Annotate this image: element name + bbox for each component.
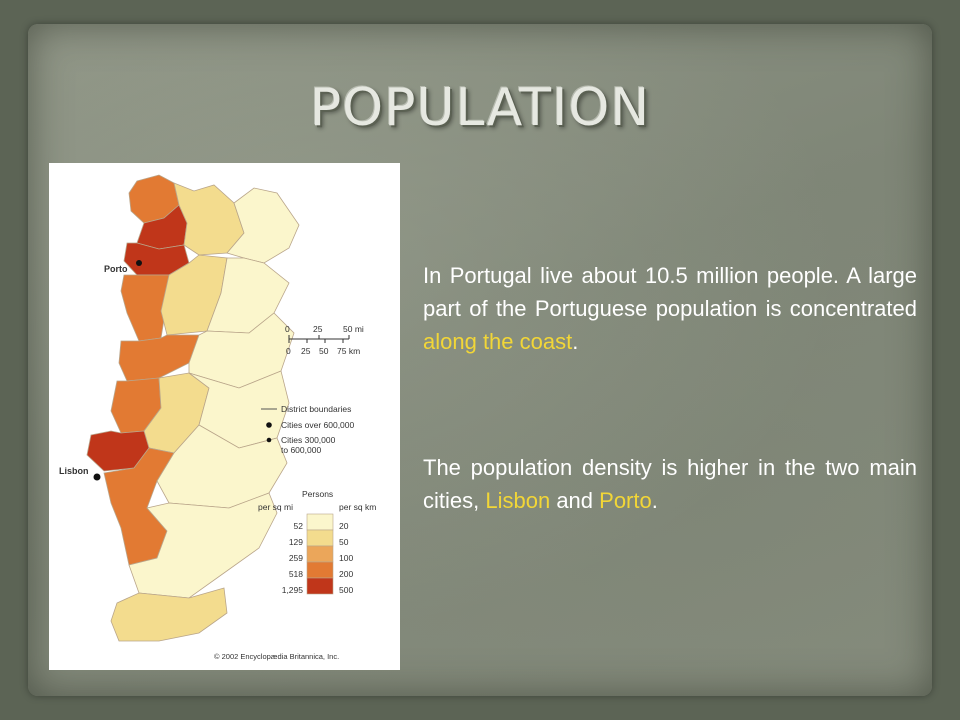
highlight-lisbon: Lisbon (485, 488, 551, 513)
scale-km-75: 75 km (337, 346, 360, 356)
legend-cities-range-1: Cities 300,000 (281, 435, 336, 445)
highlight-porto: Porto (599, 488, 652, 513)
highlight-along-the-coast: along the coast (423, 329, 573, 354)
district-braganca-east (226, 187, 300, 264)
district-evora (156, 424, 288, 509)
porto-label: Porto (104, 264, 128, 274)
legend-swatch (306, 545, 334, 563)
paragraph-density-middle: and (550, 488, 600, 513)
legend-value-per-sq-mi: 1,295 (282, 585, 304, 595)
legend-swatch (306, 561, 334, 579)
legend-district-boundaries: District boundaries (281, 404, 351, 414)
legend-swatch (306, 577, 334, 595)
scale-mi-25: 25 (313, 324, 323, 334)
scale-km-25: 25 (301, 346, 311, 356)
legend-value-per-sq-mi: 129 (289, 537, 303, 547)
map-legend: District boundaries Cities over 600,000 … (258, 404, 376, 595)
scale-km-50: 50 (319, 346, 329, 356)
scale-bar: 0 25 50 mi 0 25 50 75 km (285, 324, 364, 356)
legend-value-per-sq-km: 50 (339, 537, 349, 547)
portugal-map-svg: Porto Lisbon 0 25 50 mi 0 25 50 75 km Di… (59, 174, 376, 661)
lisbon-city-marker (93, 473, 101, 481)
scale-mi-0: 0 (285, 324, 290, 334)
legend-swatch (306, 513, 334, 531)
slide-title: POPULATION (309, 78, 651, 138)
scale-km-0: 0 (286, 346, 291, 356)
population-density-map: Porto Lisbon 0 25 50 mi 0 25 50 75 km Di… (49, 163, 400, 670)
legend-col-km: per sq km (339, 502, 376, 512)
legend-class-rows: 52 20 129 50 259 100 518 200 1,295 500 (282, 513, 353, 595)
legend-swatch (306, 529, 334, 547)
porto-city-marker (136, 260, 142, 266)
paragraph-density: The population density is higher in the … (423, 451, 917, 517)
legend-value-per-sq-km: 500 (339, 585, 353, 595)
legend-value-per-sq-km: 20 (339, 521, 349, 531)
legend-value-per-sq-mi: 259 (289, 553, 303, 563)
district-faro (110, 587, 228, 642)
lisbon-label: Lisbon (59, 466, 89, 476)
map-copyright: © 2002 Encyclopædia Britannica, Inc. (214, 652, 339, 661)
paragraph-coast: In Portugal live about 10.5 million peop… (423, 259, 917, 358)
legend-value-per-sq-km: 200 (339, 569, 353, 579)
paragraph-coast-suffix: . (572, 329, 579, 354)
paragraph-density-prefix: The population density is higher in the … (423, 455, 917, 513)
legend-value-per-sq-mi: 52 (294, 521, 304, 531)
scale-mi-50: 50 mi (343, 324, 364, 334)
legend-value-per-sq-km: 100 (339, 553, 353, 563)
paragraph-density-suffix: . (651, 488, 658, 513)
district-beja (128, 492, 278, 599)
legend-value-per-sq-mi: 518 (289, 569, 303, 579)
district-castelo-branco (188, 312, 295, 389)
legend-persons-title: Persons (302, 489, 333, 499)
legend-cities-over: Cities over 600,000 (281, 420, 355, 430)
legend-cities-range-2: to 600,000 (281, 445, 321, 455)
legend-col-mi: per sq mi (258, 502, 293, 512)
paragraph-coast-prefix: In Portugal live about 10.5 million peop… (423, 263, 917, 321)
